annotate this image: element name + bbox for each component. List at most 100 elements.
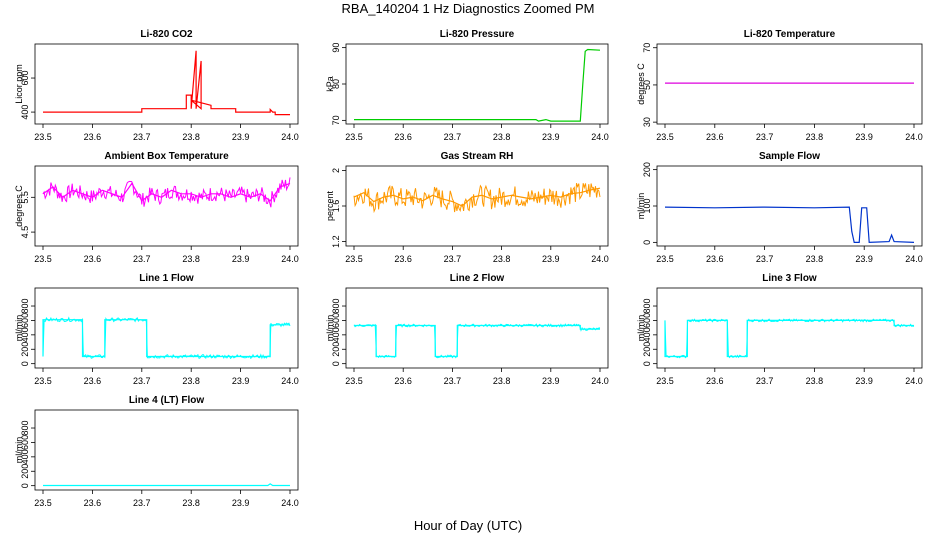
panel-9: Line 3 Flow ml/min 23.5 23.6 23.7 23.8 23.9 24.… xyxy=(636,273,923,386)
plot-frame xyxy=(34,43,299,125)
y-tick-label: 2 xyxy=(331,168,341,173)
x-tick-label: 23.8 xyxy=(493,132,511,142)
panel-title: Gas Stream RH xyxy=(441,151,514,162)
x-tick-label: 23.9 xyxy=(232,498,250,508)
series-noise xyxy=(42,177,291,208)
x-tick-label: 23.9 xyxy=(542,254,560,264)
y-axis-label: ml/min xyxy=(636,315,646,342)
x-tick-label: 23.6 xyxy=(394,376,412,386)
x-tick-label: 23.7 xyxy=(133,498,151,508)
y-tick-label: 70 xyxy=(642,43,652,53)
x-tick-label: 23.8 xyxy=(182,376,200,386)
panel-title: Line 4 (LT) Flow xyxy=(129,395,205,406)
y-axis-label: ml/min xyxy=(14,315,24,342)
y-tick-label: 200 xyxy=(331,342,341,357)
x-tick-label: 23.5 xyxy=(345,376,363,386)
y-tick-label: 200 xyxy=(642,162,652,177)
y-tick-label: 90 xyxy=(331,43,341,53)
x-tick-label: 23.8 xyxy=(806,132,824,142)
panel-1: Li-820 CO2 Licor ppm 23.5 23.6 23.7 23.8 23.9 2… xyxy=(14,29,299,142)
x-tick-label: 24.0 xyxy=(281,376,299,386)
y-tick-label: 200 xyxy=(642,342,652,357)
series-noise xyxy=(353,182,601,214)
x-tick-label: 23.7 xyxy=(133,132,151,142)
x-tick-label: 23.6 xyxy=(394,254,412,264)
series-line xyxy=(664,319,914,358)
panel-title: Line 3 Flow xyxy=(762,273,817,284)
panel-title: Ambient Box Temperature xyxy=(104,151,229,162)
y-tick-label: 600 xyxy=(331,313,341,328)
y-tick-label: 100 xyxy=(642,198,652,213)
y-tick-label: 400 xyxy=(331,327,341,342)
y-tick-label: 600 xyxy=(20,435,30,450)
panel-title: Li-820 CO2 xyxy=(140,29,193,40)
x-tick-label: 23.8 xyxy=(493,254,511,264)
x-tick-label: 23.9 xyxy=(855,132,873,142)
x-tick-label: 24.0 xyxy=(281,132,299,142)
y-tick-label: 400 xyxy=(20,449,30,464)
x-tick-label: 23.6 xyxy=(84,376,102,386)
y-tick-label: 800 xyxy=(20,421,30,436)
y-tick-label: 600 xyxy=(20,313,30,328)
x-tick-label: 24.0 xyxy=(905,376,923,386)
y-tick-label: 0 xyxy=(20,483,30,488)
plot-frame xyxy=(656,43,923,125)
x-axis-title: Hour of Day (UTC) xyxy=(413,518,523,533)
series-noise xyxy=(664,318,915,359)
x-tick-label: 23.8 xyxy=(806,254,824,264)
plot-frame xyxy=(34,165,299,247)
x-tick-label: 23.9 xyxy=(542,376,560,386)
y-tick-label: 400 xyxy=(20,327,30,342)
x-tick-label: 23.9 xyxy=(232,254,250,264)
x-tick-label: 23.5 xyxy=(656,376,674,386)
panel-10: Line 4 (LT) Flow ml/min 23.5 23.6 23.7 23.8 23… xyxy=(14,395,299,508)
x-tick-label: 23.9 xyxy=(232,132,250,142)
x-tick-label: 23.8 xyxy=(182,254,200,264)
y-tick-label: 0 xyxy=(20,361,30,366)
series-line xyxy=(353,187,601,207)
series-noise xyxy=(353,323,601,359)
panel-title: Li-820 Pressure xyxy=(440,29,515,40)
x-tick-label: 23.7 xyxy=(756,376,774,386)
y-tick-label: 0 xyxy=(642,361,652,366)
x-tick-label: 23.6 xyxy=(706,254,724,264)
x-tick-label: 23.5 xyxy=(34,254,52,264)
series-line xyxy=(354,324,600,358)
x-tick-label: 23.9 xyxy=(542,132,560,142)
x-tick-label: 23.6 xyxy=(84,132,102,142)
y-tick-label: 200 xyxy=(20,342,30,357)
y-tick-label: 1.6 xyxy=(331,200,341,213)
x-tick-label: 23.7 xyxy=(133,254,151,264)
plot-frame xyxy=(656,287,923,369)
x-tick-label: 23.9 xyxy=(855,254,873,264)
panel-title: Line 2 Flow xyxy=(450,273,505,284)
x-tick-label: 23.8 xyxy=(493,376,511,386)
x-tick-label: 24.0 xyxy=(591,132,609,142)
panel-title: Sample Flow xyxy=(759,151,820,162)
x-tick-label: 23.7 xyxy=(444,132,462,142)
x-tick-label: 23.9 xyxy=(855,376,873,386)
x-tick-label: 23.5 xyxy=(34,132,52,142)
y-axis-label: kPa xyxy=(325,76,335,92)
y-tick-label: 0 xyxy=(331,361,341,366)
y-tick-label: 400 xyxy=(642,327,652,342)
y-tick-label: 1.2 xyxy=(331,235,341,248)
plot-frame xyxy=(656,165,923,247)
x-tick-label: 23.7 xyxy=(444,254,462,264)
x-tick-label: 23.9 xyxy=(232,376,250,386)
y-tick-label: 5.5 xyxy=(20,191,30,204)
x-tick-label: 23.7 xyxy=(756,254,774,264)
x-tick-label: 23.7 xyxy=(756,132,774,142)
x-tick-label: 24.0 xyxy=(591,376,609,386)
y-tick-label: 80 xyxy=(331,79,341,89)
panel-title: Line 1 Flow xyxy=(139,273,194,284)
x-tick-label: 23.5 xyxy=(345,254,363,264)
y-axis-label: degrees C xyxy=(14,185,24,227)
x-tick-label: 24.0 xyxy=(281,254,299,264)
x-tick-label: 23.8 xyxy=(806,376,824,386)
y-tick-label: 600 xyxy=(20,71,30,86)
y-axis-label: ml/min xyxy=(636,193,646,220)
y-axis-label: percent xyxy=(325,190,335,221)
plot-frame xyxy=(345,287,609,369)
